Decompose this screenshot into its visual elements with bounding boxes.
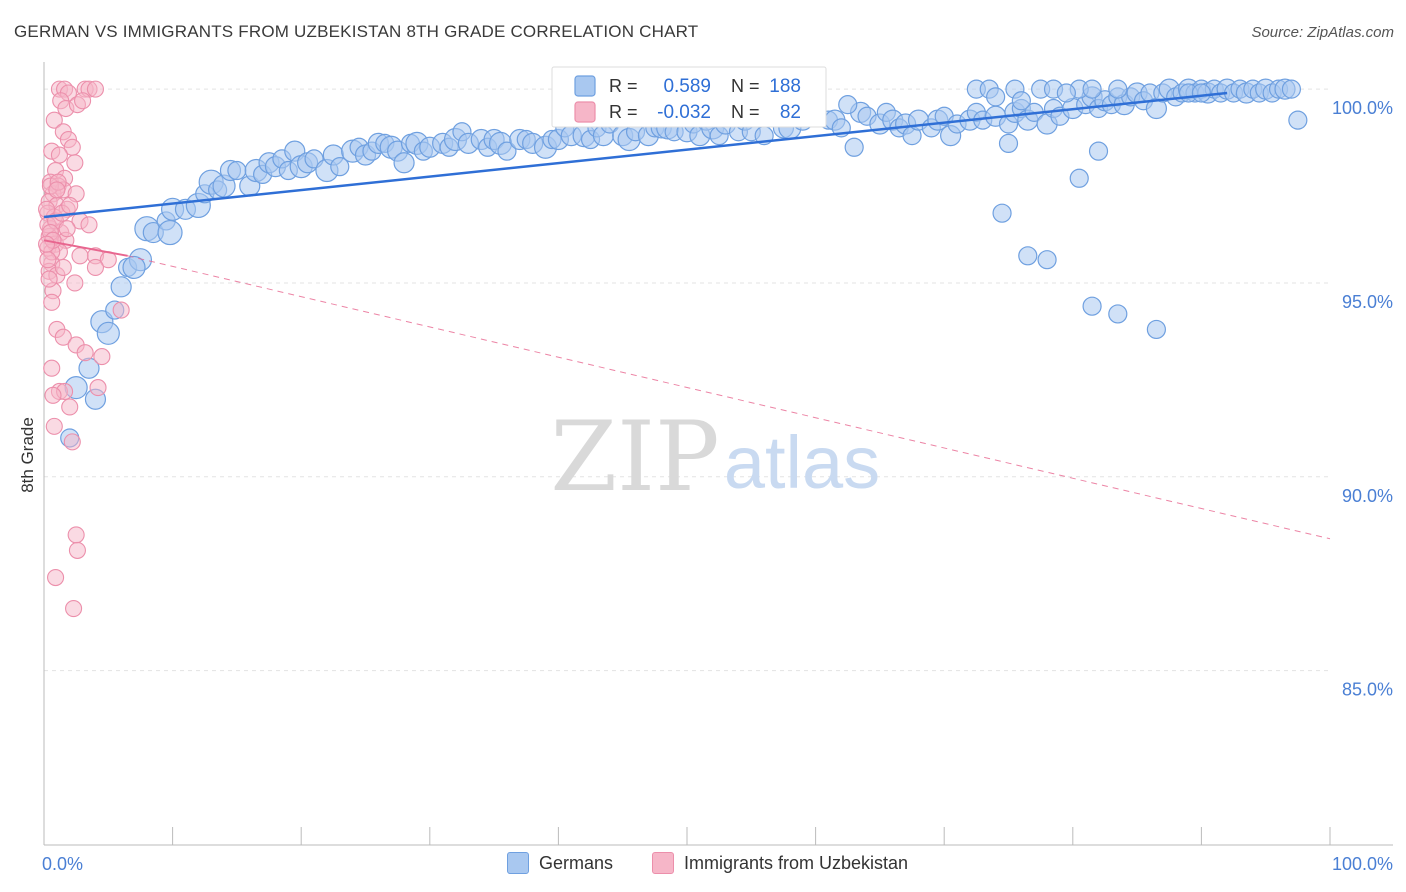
uzbek-point — [61, 196, 79, 214]
legend-item-uzbek: Immigrants from Uzbekistan — [652, 852, 908, 874]
german-point — [157, 219, 183, 246]
uzbek-point — [43, 293, 61, 311]
german-trend-line — [43, 91, 1228, 219]
legend-n-label-2: N = — [731, 102, 760, 122]
watermark-atlas: atlas — [724, 421, 880, 504]
legend-n-value-1: 188 — [769, 76, 801, 97]
uzbek-point — [40, 270, 58, 288]
uzbek-points — [38, 80, 130, 618]
german-point — [330, 157, 350, 177]
y-axis-label: 8th Grade — [18, 417, 37, 493]
legend-swatch-germans — [574, 75, 596, 97]
german-point — [1288, 110, 1308, 130]
german-point — [844, 137, 864, 157]
uzbek-point — [45, 111, 63, 129]
german-point — [122, 255, 146, 280]
german-point — [393, 152, 415, 174]
uzbek-point — [86, 80, 104, 98]
watermark-zip: ZIP — [550, 401, 719, 513]
legend-r-value-2: -0.032 — [657, 102, 711, 123]
uzbek-point — [61, 398, 79, 416]
uzbek-point — [50, 146, 68, 164]
uzbek-point — [71, 247, 89, 265]
axes — [43, 62, 1393, 846]
uzbek-trend-line — [43, 239, 128, 257]
legend-top: R = 0.589 N = 188 R = -0.032 N = 82 — [551, 66, 827, 128]
german-point — [497, 141, 517, 161]
uzbek-point — [68, 541, 86, 559]
legend-r-label-1: R = — [609, 76, 638, 96]
uzbek-point — [47, 568, 65, 587]
watermark: ZIP atlas — [550, 401, 880, 513]
german-point — [998, 133, 1019, 154]
x-tick-label-max: 100.0% — [1332, 854, 1393, 874]
uzbek-point — [45, 417, 63, 435]
legend-n-value-2: 82 — [780, 102, 801, 123]
y-tick-label: 95.0% — [1342, 292, 1393, 312]
legend-r-label-2: R = — [609, 102, 638, 122]
uzbek-point — [112, 301, 130, 319]
uzbek-point — [65, 599, 83, 618]
uzbek-point — [54, 258, 72, 276]
legend-label-germans: Germans — [539, 852, 614, 873]
uzbek-point — [66, 274, 84, 292]
uzbek-point — [80, 216, 98, 234]
x-tick-labels: 0.0% 100.0% — [42, 854, 1393, 874]
german-point — [838, 95, 858, 115]
uzbek-point — [58, 220, 76, 238]
legend-item-germans: Germans — [507, 852, 613, 874]
uzbek-point — [39, 251, 57, 269]
uzbek-point — [43, 359, 61, 377]
source-label: Source: ZipAtlas.com — [1251, 24, 1394, 41]
german-point — [1082, 79, 1102, 99]
legend-box — [551, 66, 827, 128]
german-point — [96, 321, 120, 345]
uzbek-point — [74, 92, 92, 110]
uzbek-point — [67, 526, 85, 544]
y-tick-labels: 100.0% 95.0% 90.0% 85.0% — [1332, 98, 1393, 699]
german-point — [1069, 168, 1089, 188]
uzbek-point — [86, 258, 104, 276]
uzbek-point — [66, 154, 84, 172]
uzbek-point — [44, 386, 62, 404]
uzbek-point — [63, 433, 81, 451]
uzbek-point — [38, 235, 56, 253]
legend-swatch-germans-bottom — [507, 852, 529, 874]
legend-label-uzbek: Immigrants from Uzbekistan — [684, 852, 909, 873]
german-point — [1146, 319, 1166, 340]
german-points — [60, 78, 1308, 448]
german-point — [1011, 91, 1031, 111]
german-point — [1191, 83, 1212, 103]
german-point — [110, 276, 132, 298]
uzbek-point — [48, 181, 66, 199]
y-tick-label: 85.0% — [1342, 680, 1393, 700]
uzbek-trend-extension — [127, 255, 1331, 540]
uzbek-point — [89, 379, 107, 397]
german-point — [1108, 304, 1128, 324]
uzbek-point — [93, 348, 111, 366]
chart-title: GERMAN VS IMMIGRANTS FROM UZBEKISTAN 8TH… — [14, 22, 699, 41]
uzbek-point — [54, 328, 72, 346]
german-point — [1018, 246, 1038, 266]
german-point — [1056, 83, 1076, 103]
uzbek-point — [76, 344, 94, 362]
legend-n-label-1: N = — [731, 76, 760, 96]
legend-swatch-uzbek — [574, 101, 596, 123]
german-point — [1037, 250, 1057, 270]
german-point — [227, 160, 247, 181]
trend-lines — [43, 91, 1331, 540]
german-point — [1108, 79, 1128, 99]
legend-r-value-1: 0.589 — [663, 76, 711, 97]
x-tick-label-min: 0.0% — [42, 854, 83, 874]
y-tick-label: 100.0% — [1332, 98, 1393, 118]
german-point — [1082, 296, 1102, 316]
german-point — [1281, 79, 1302, 99]
german-point — [992, 203, 1012, 223]
legend-bottom: Germans Immigrants from Uzbekistan — [0, 852, 1406, 878]
legend-swatch-uzbek-bottom — [652, 852, 674, 874]
german-point — [1088, 141, 1109, 161]
german-point — [986, 87, 1006, 107]
y-tick-label: 90.0% — [1342, 486, 1393, 506]
